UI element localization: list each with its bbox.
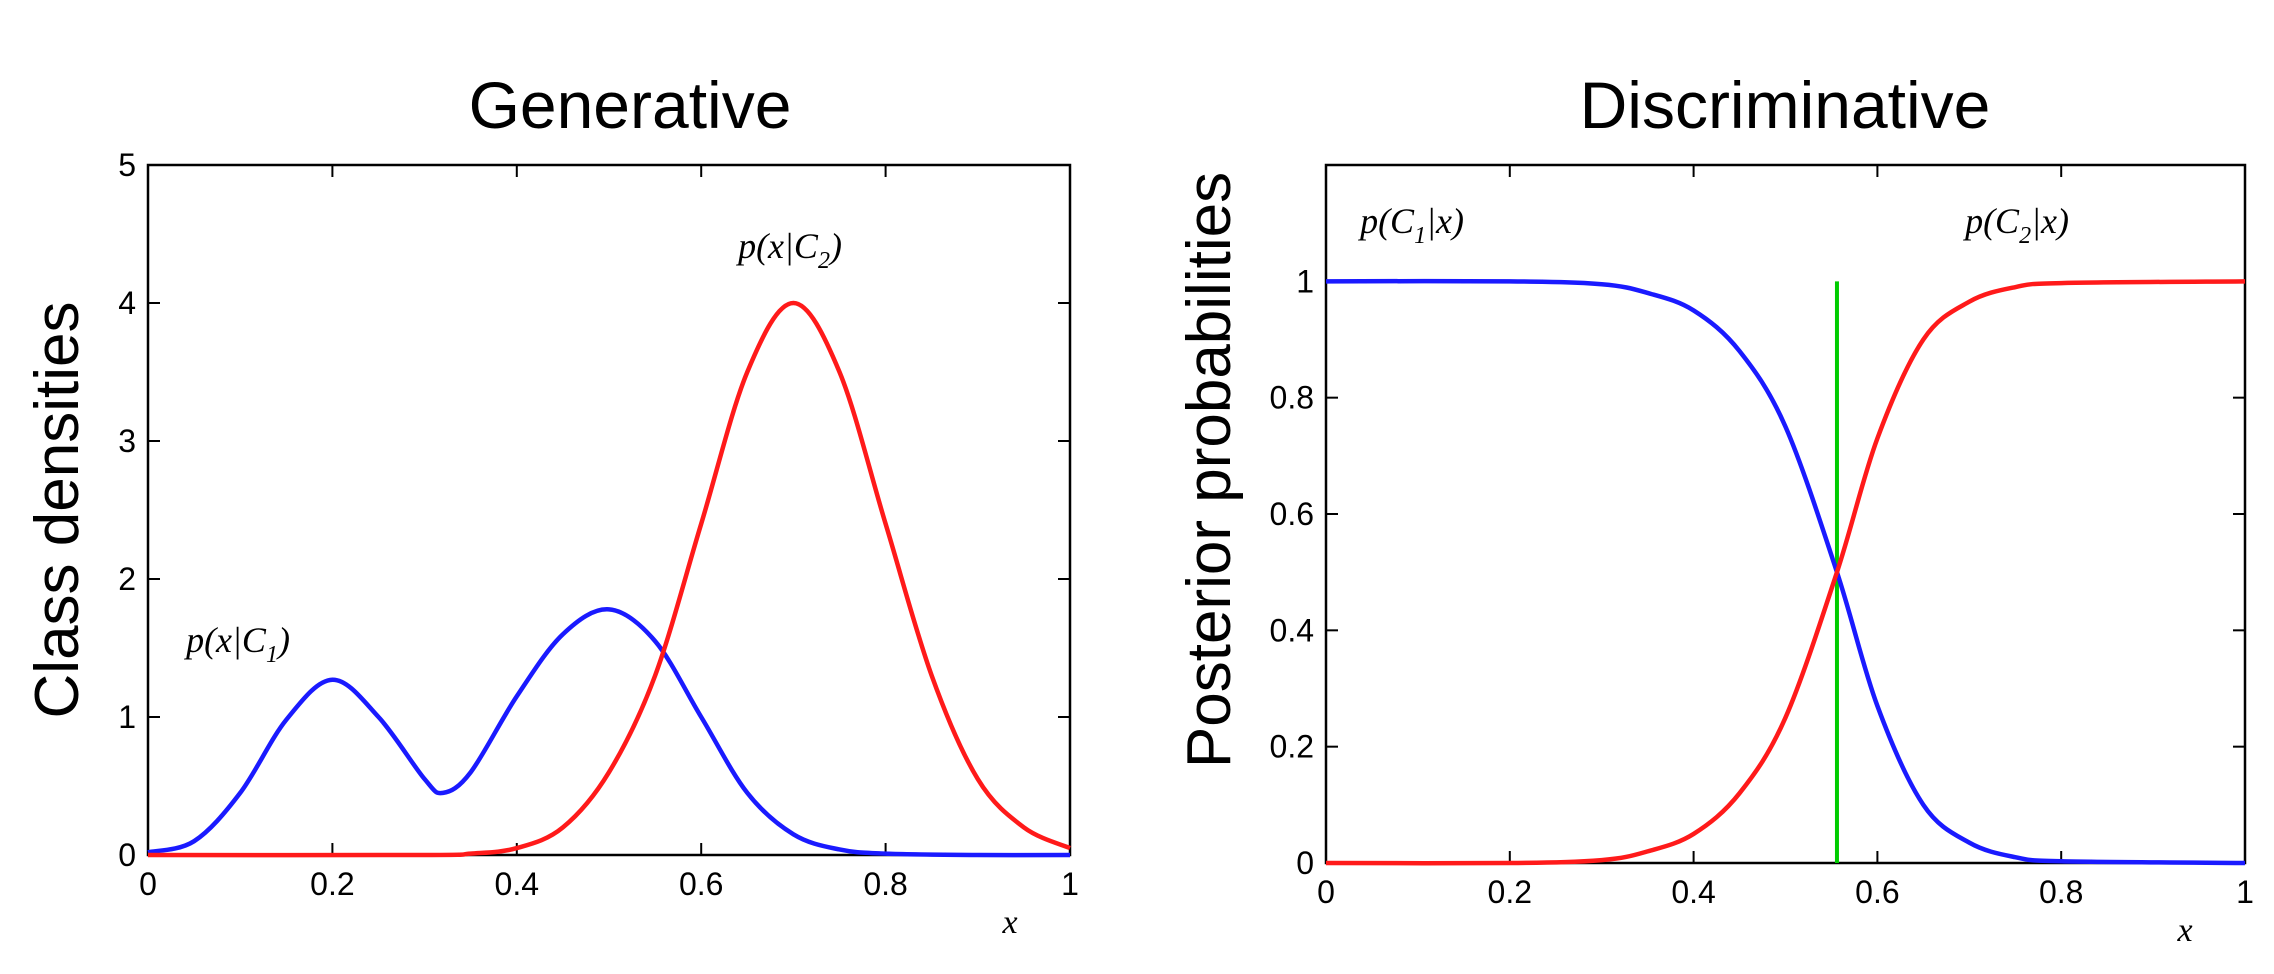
series-line-1: [147, 300, 1071, 858]
y-tick-label: 0.2: [1270, 729, 1314, 765]
series-annotation-1: p(x|C2): [735, 226, 842, 274]
y-tick-label: 0.6: [1270, 496, 1314, 532]
x-tick-label: 0: [139, 866, 157, 902]
x-tick-label: 1: [1061, 866, 1079, 902]
chart-title: Discriminative: [1580, 68, 1991, 142]
chart-panel-0: Generative Class densities 0 0.2 0.4 0.6 0.8 1 0…: [23, 68, 1079, 941]
series-annotation-0: p(C1|x): [1357, 201, 1464, 249]
x-tick-label: 0.6: [1855, 874, 1899, 910]
y-tick-label: 2: [118, 561, 136, 597]
y-tick-label: 0.8: [1270, 380, 1314, 416]
y-tick-label: 1: [118, 699, 136, 735]
x-tick-label: 0.8: [2039, 874, 2083, 910]
y-tick-label: 0.4: [1270, 612, 1314, 648]
x-tick-label: 0.2: [1488, 874, 1532, 910]
y-tick-label: 3: [118, 423, 136, 459]
plot-frame: [1324, 163, 2247, 865]
x-tick-label: 0.6: [679, 866, 723, 902]
y-axis-label: Posterior probabilities: [1175, 172, 1244, 768]
y-tick-label: 5: [118, 147, 136, 183]
y-tick-label: 0: [118, 837, 136, 873]
x-tick-label: 0.4: [1671, 874, 1715, 910]
x-tick-label: 0.8: [863, 866, 907, 902]
series-annotation-1: p(C2|x): [1962, 201, 2069, 249]
chart-panel-1: Discriminative Posterior probabilities 0 0.…: [1175, 68, 2254, 949]
x-axis-label: x: [2176, 912, 2192, 949]
x-tick-label: 0.4: [495, 866, 539, 902]
y-tick-label: 1: [1296, 263, 1314, 299]
x-tick-label: 0.2: [310, 866, 354, 902]
y-axis-label: Class densities: [23, 302, 92, 719]
y-tick-label: 4: [118, 285, 136, 321]
x-tick-label: 0: [1317, 874, 1335, 910]
plot-frame: [146, 163, 1072, 857]
series-line-0: [147, 607, 1071, 858]
x-tick-label: 1: [2236, 874, 2254, 910]
series-annotation-0: p(x|C1): [183, 620, 290, 668]
series-line-0: [1325, 278, 2246, 866]
y-tick-label: 0: [1296, 845, 1314, 881]
x-axis-label: x: [1001, 904, 1017, 941]
chart-title: Generative: [469, 68, 792, 142]
series-line-1: [1325, 279, 2246, 866]
